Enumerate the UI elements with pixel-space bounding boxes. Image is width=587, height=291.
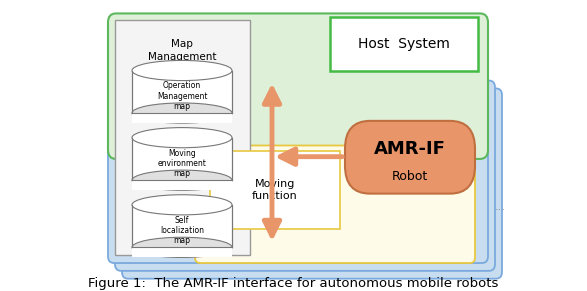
- Text: Robot: Robot: [392, 170, 428, 183]
- Text: ...: ...: [495, 202, 505, 212]
- Ellipse shape: [132, 170, 232, 190]
- Bar: [132, 138, 232, 180]
- Text: Host  System: Host System: [358, 37, 450, 51]
- Bar: [210, 151, 340, 229]
- Bar: [132, 113, 232, 123]
- Ellipse shape: [132, 127, 232, 148]
- FancyBboxPatch shape: [108, 73, 488, 263]
- Bar: [132, 180, 232, 190]
- FancyBboxPatch shape: [115, 81, 495, 271]
- Text: Operation
Management
map: Operation Management map: [157, 81, 207, 111]
- Ellipse shape: [132, 103, 232, 123]
- Text: AMR-IF: AMR-IF: [374, 140, 446, 158]
- Bar: [132, 205, 232, 247]
- Bar: [330, 17, 478, 70]
- Text: Self
localization
map: Self localization map: [160, 216, 204, 246]
- FancyBboxPatch shape: [195, 146, 475, 263]
- Ellipse shape: [132, 61, 232, 81]
- Ellipse shape: [132, 195, 232, 215]
- Text: Map
Management: Map Management: [148, 39, 216, 62]
- Bar: [115, 20, 250, 255]
- Text: Moving
environment
map: Moving environment map: [157, 148, 207, 178]
- Text: Moving
function: Moving function: [252, 179, 298, 201]
- Ellipse shape: [132, 237, 232, 258]
- FancyBboxPatch shape: [345, 121, 475, 194]
- FancyBboxPatch shape: [122, 88, 502, 279]
- Bar: [132, 70, 232, 113]
- FancyBboxPatch shape: [108, 13, 488, 159]
- Text: Figure 1:  The AMR-IF interface for autonomous mobile robots: Figure 1: The AMR-IF interface for auton…: [88, 277, 498, 290]
- Bar: [132, 247, 232, 258]
